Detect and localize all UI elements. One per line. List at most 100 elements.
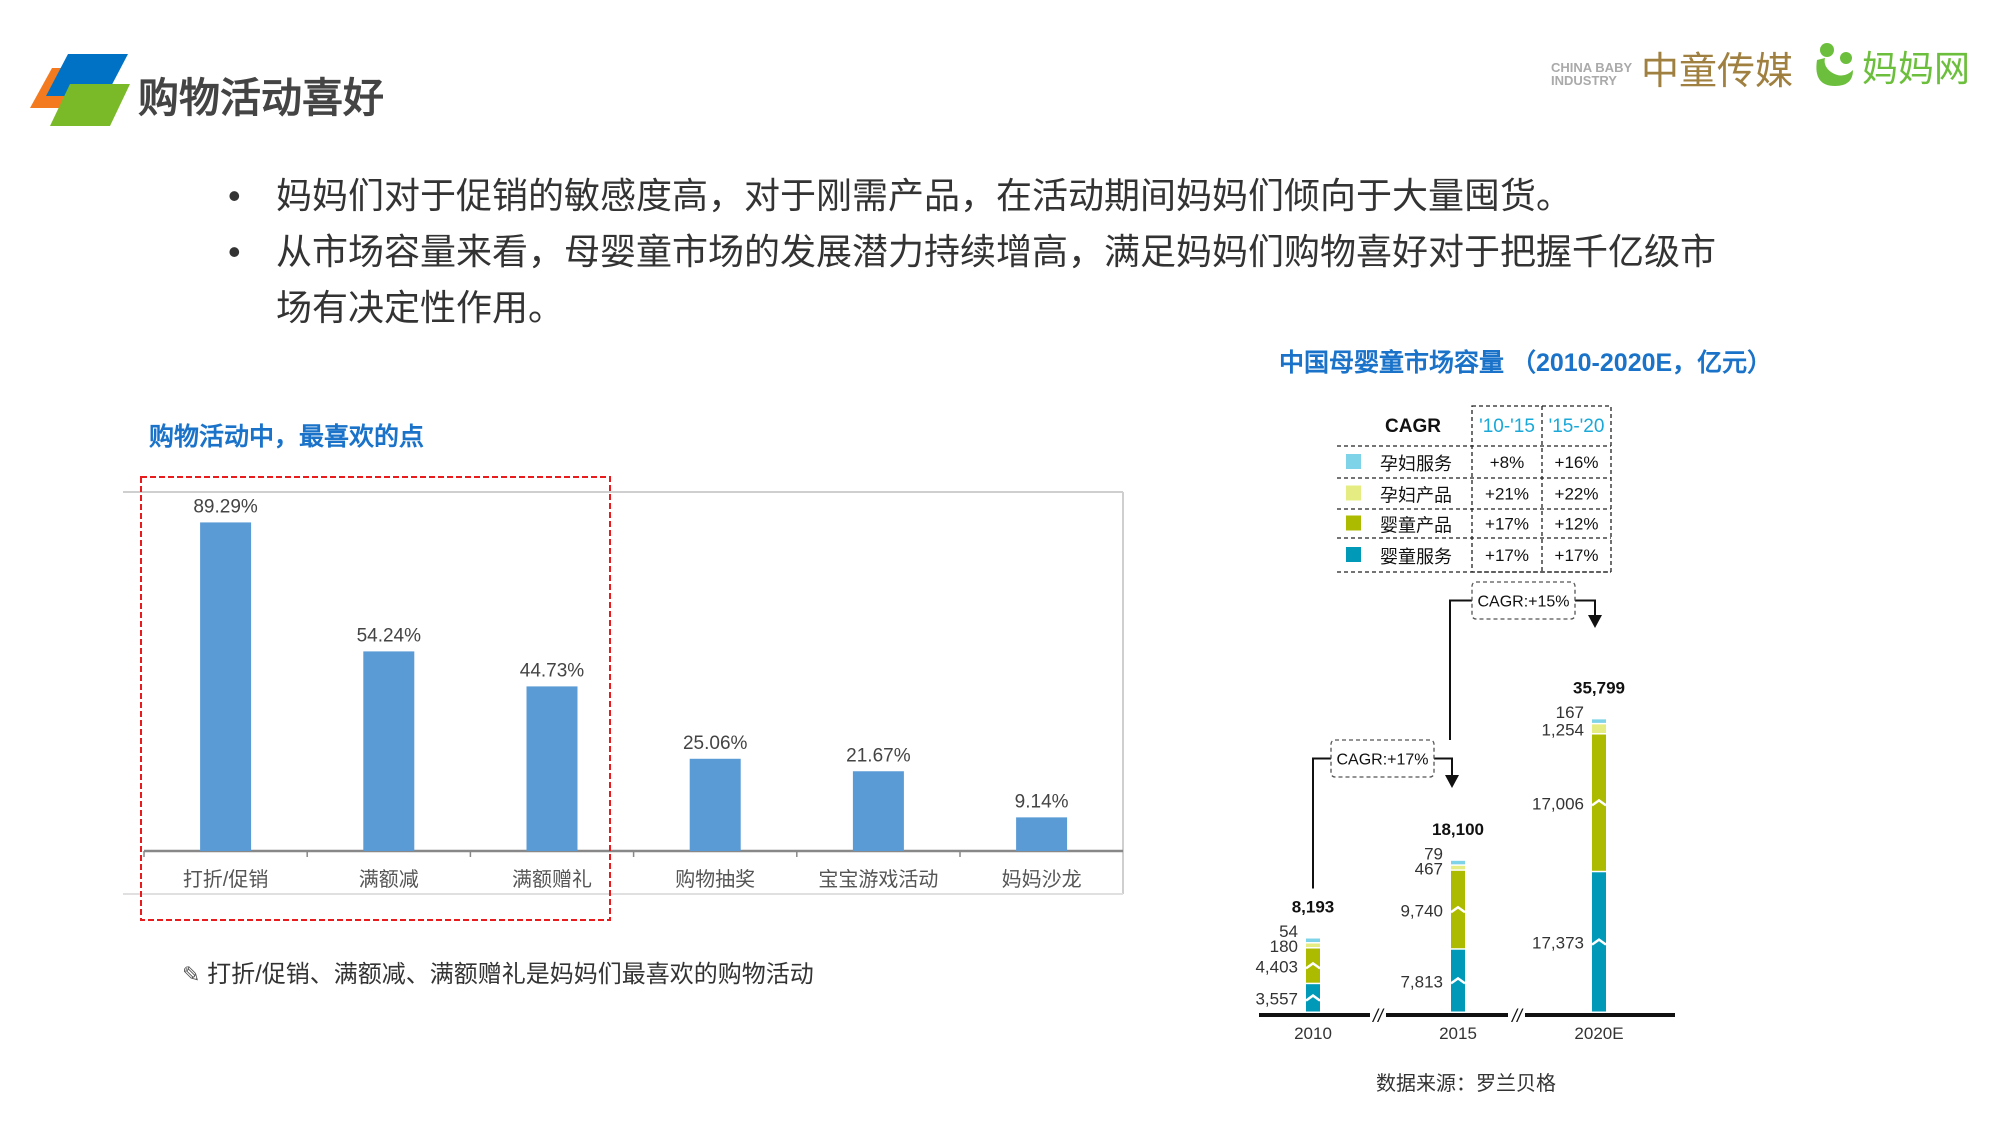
mamawang-logo-icon [1816,43,1853,86]
segment-value-label: 9,740 [1400,901,1443,920]
x-tick-label: 2010 [1294,1024,1332,1043]
stacked-segment [1451,865,1465,870]
stacked-segment [1592,724,1606,734]
cagr-column-header: '10-'15 [1479,416,1535,437]
bar [1016,817,1068,851]
break-mark [1591,938,1607,946]
cagr-column-header: '15-'20 [1549,416,1605,437]
bar [689,758,741,851]
stacked-segment [1451,949,1465,1012]
arrow-down-icon [1445,775,1459,788]
cagr-value: +8% [1490,453,1525,472]
total-label: 18,100 [1432,820,1484,839]
left-chart-title: 购物活动中，最喜欢的点 [149,423,425,451]
stacked-segment [1451,870,1465,949]
bar [526,686,578,851]
growth-label: CAGR:+15% [1477,594,1569,611]
footnote-text: 打折/促销、满额减、满额赠礼是妈妈们最喜欢的购物活动 [207,961,814,988]
cagr-header: CAGR [1385,416,1441,437]
segment-value-label: 3,557 [1255,990,1298,1009]
logo-green [50,84,130,126]
growth-connector [1575,599,1596,616]
footnote: ✎ 打折/促销、满额减、满额赠礼是妈妈们最喜欢的购物活动 [182,954,814,989]
growth-label: CAGR:+17% [1336,752,1428,769]
break-mark [1450,905,1466,914]
growth-box [1330,739,1435,778]
segment-value-label: 167 [1556,703,1584,722]
growth-connector [1434,757,1453,776]
pencil-icon: ✎ [182,962,201,987]
segment-value-label: 7,813 [1400,972,1443,991]
highlight-box [140,476,611,921]
x-tick-label: 2015 [1439,1024,1477,1043]
total-label: 8,193 [1292,898,1335,917]
break-mark [1305,961,1321,970]
brand-sub: CHINA BABY INDUSTRY [1551,59,1632,88]
legend-swatch [1346,485,1361,501]
break-mark [1591,798,1607,807]
legend-label: 孕妇服务 [1380,454,1452,474]
stacked-segment [1592,734,1606,871]
company-logo [30,54,130,126]
stacked-segment [1592,719,1606,723]
cagr-value: +22% [1555,485,1599,504]
legend-label: 孕妇产品 [1380,486,1452,506]
segment-value-label: 54 [1279,922,1298,941]
break-mark [1450,976,1466,985]
stacked-segment [1451,860,1465,865]
cagr-value: +17% [1485,515,1529,534]
growth-connector [1449,599,1472,740]
page-title: 购物活动喜好 [138,75,384,121]
segment-value-label: 17,006 [1532,794,1584,813]
cagr-value: +21% [1485,485,1529,504]
arrow-down-icon [1588,615,1602,628]
data-source: 数据来源：罗兰贝格 [1376,1073,1556,1095]
bar [200,522,252,851]
bullet-item: • 妈妈们对于促销的敏感度高，对于刚需产品，在活动期间妈妈们倾向于大量囤货。 [228,168,1748,224]
stacked-segment [1592,872,1606,1012]
segment-value-label: 180 [1270,937,1298,956]
bullet-text: 从市场容量来看，母婴童市场的发展潜力持续增高，满足妈妈们购物喜好对于把握千亿级市… [276,231,1717,328]
brand-logo-mamawang: 妈妈网 [1862,48,1971,89]
growth-connector [1312,757,1331,889]
growth-box [1471,581,1576,620]
cagr-value: +12% [1555,515,1599,534]
bar [852,771,904,851]
total-label: 35,799 [1573,678,1625,697]
cagr-value: +16% [1555,453,1599,472]
bullet-dot: • [228,231,241,272]
bar [363,651,415,851]
bullet-item: • 从市场容量来看，母婴童市场的发展潜力持续增高，满足妈妈们购物喜好对于把握千亿级… [228,224,1748,336]
legend-swatch [1346,547,1361,562]
stacked-segment [1306,938,1320,943]
legend-label: 婴童服务 [1380,547,1452,567]
bullet-dot: • [228,175,241,216]
x-tick-label: 满额减 [359,868,419,891]
x-tick-label: 2020E [1574,1024,1623,1043]
segment-value-label: 467 [1415,859,1443,878]
bar-value-label: 89.29% [193,496,258,517]
x-tick-label: 满额赠礼 [512,868,592,891]
segment-value-label: 79 [1424,844,1443,863]
legend-label: 婴童产品 [1380,516,1452,536]
stacked-segment [1306,943,1320,948]
axis-break-mark: // [1510,1006,1524,1026]
cagr-value: +17% [1485,546,1529,565]
x-tick-label: 妈妈沙龙 [1002,868,1082,891]
x-tick-label: 打折/促销 [183,868,269,891]
break-mark [1305,994,1321,1002]
bullet-text: 妈妈们对于促销的敏感度高，对于刚需产品，在活动期间妈妈们倾向于大量囤货。 [276,175,1573,216]
bar-value-label: 25.06% [683,733,748,754]
stacked-segment [1306,948,1320,983]
brand-logo-zhongtong: CHINA BABY INDUSTRY 中童传媒 [1551,40,1793,95]
bullet-list: • 妈妈们对于促销的敏感度高，对于刚需产品，在活动期间妈妈们倾向于大量囤货。 • 从… [228,168,1748,336]
bar-value-label: 54.24% [357,625,422,646]
bar-value-label: 21.67% [846,745,911,766]
cagr-value: +17% [1555,546,1599,565]
brand-name: 中童传媒 [1641,51,1794,93]
x-tick-label: 购物抽奖 [675,868,755,891]
bar-value-label: 9.14% [1015,791,1069,812]
segment-value-label: 1,254 [1541,720,1584,739]
stacked-segment [1306,984,1320,1012]
